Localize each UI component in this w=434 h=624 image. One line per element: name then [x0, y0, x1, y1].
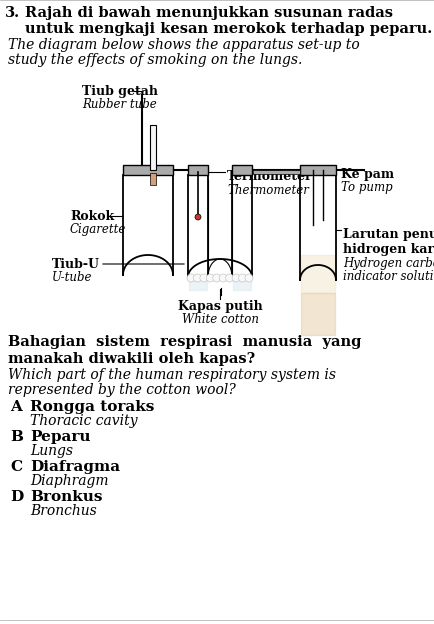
Text: Hydrogen carbonate: Hydrogen carbonate [343, 257, 434, 270]
Text: To pump: To pump [341, 181, 393, 194]
Text: indicator solution: indicator solution [343, 270, 434, 283]
Bar [150, 173, 156, 185]
Text: Thoracic cavity: Thoracic cavity [30, 414, 138, 428]
Text: Diafragma: Diafragma [30, 460, 120, 474]
Bar [150, 125, 156, 170]
Text: study the effects of smoking on the lungs.: study the effects of smoking on the lung… [8, 53, 302, 67]
Text: The diagram below shows the apparatus set-up to: The diagram below shows the apparatus se… [8, 38, 360, 52]
Circle shape [206, 274, 214, 282]
Circle shape [195, 214, 201, 220]
Text: Rongga toraks: Rongga toraks [30, 400, 155, 414]
Bar [232, 165, 252, 175]
Text: Bronchus: Bronchus [30, 504, 97, 518]
Bar [253, 170, 300, 174]
Circle shape [245, 274, 253, 282]
Circle shape [239, 274, 247, 282]
Text: Kapas putih: Kapas putih [178, 300, 263, 313]
Text: U-tube: U-tube [52, 271, 92, 284]
Circle shape [219, 274, 227, 282]
Text: Rajah di bawah menunjukkan susunan radas: Rajah di bawah menunjukkan susunan radas [25, 6, 393, 20]
Text: hidrogen karbonat: hidrogen karbonat [343, 243, 434, 256]
Circle shape [213, 274, 221, 282]
Text: A: A [10, 400, 22, 414]
Bar [300, 165, 336, 175]
Circle shape [187, 274, 195, 282]
Text: Diaphragm: Diaphragm [30, 474, 108, 488]
Text: C: C [10, 460, 22, 474]
Text: Bronkus: Bronkus [30, 490, 102, 504]
Text: Bahagian  sistem  respirasi  manusia  yang: Bahagian sistem respirasi manusia yang [8, 335, 362, 349]
Circle shape [200, 274, 208, 282]
Circle shape [194, 274, 201, 282]
Text: represented by the cotton wool?: represented by the cotton wool? [8, 383, 236, 397]
Text: Tiub getah: Tiub getah [82, 85, 158, 98]
Text: 3.: 3. [5, 6, 20, 20]
Text: Larutan penunjuk: Larutan penunjuk [343, 228, 434, 241]
Text: Tiub-U: Tiub-U [52, 258, 100, 271]
Text: Rokok: Rokok [70, 210, 114, 223]
Text: B: B [10, 430, 23, 444]
Text: untuk mengkaji kesan merokok terhadap peparu.: untuk mengkaji kesan merokok terhadap pe… [25, 22, 432, 36]
Text: White cotton: White cotton [181, 313, 259, 326]
Text: Which part of the human respiratory system is: Which part of the human respiratory syst… [8, 368, 336, 382]
Text: Rubber tube: Rubber tube [82, 98, 158, 111]
Bar [188, 165, 208, 175]
Text: D: D [10, 490, 23, 504]
Bar [123, 165, 173, 175]
Circle shape [232, 274, 240, 282]
Text: Cigarette: Cigarette [70, 223, 126, 236]
Circle shape [226, 274, 233, 282]
Text: Thermometer: Thermometer [227, 184, 309, 197]
Text: Peparu: Peparu [30, 430, 91, 444]
Text: manakah diwakili oleh kapas?: manakah diwakili oleh kapas? [8, 352, 255, 366]
Text: Termometer: Termometer [227, 170, 312, 183]
Text: Lungs: Lungs [30, 444, 73, 458]
Text: Ke pam: Ke pam [341, 168, 394, 181]
